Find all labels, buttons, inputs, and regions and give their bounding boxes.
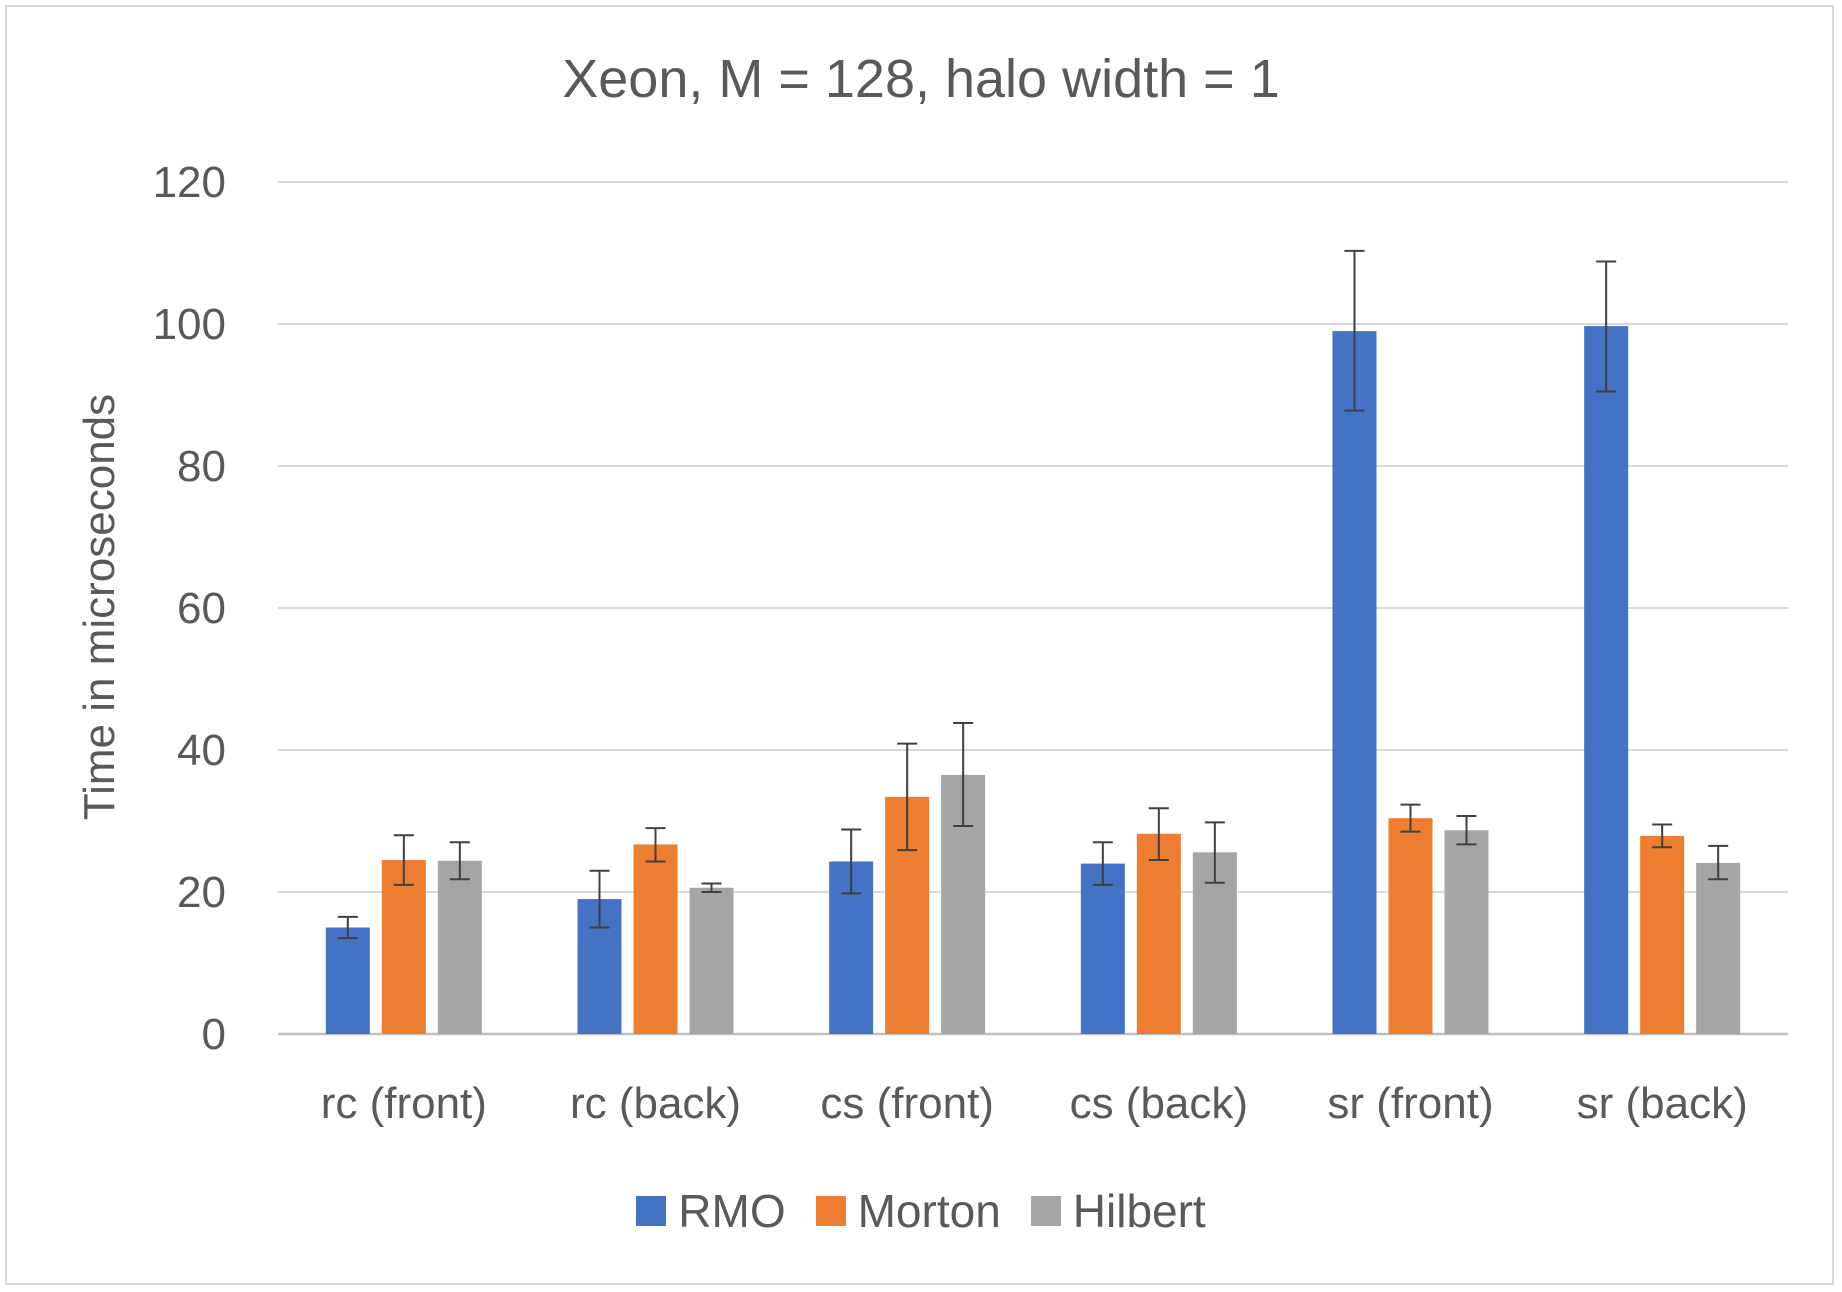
chart-title: Xeon, M = 128, halo width = 1 bbox=[562, 49, 1280, 109]
x-tick-label: rc (front) bbox=[321, 1079, 487, 1128]
bar-hilbert bbox=[1696, 862, 1741, 1034]
legend-item-morton: Morton bbox=[815, 1184, 1001, 1238]
bars bbox=[325, 326, 1741, 1035]
legend: RMO Morton Hilbert bbox=[0, 1184, 1842, 1238]
bar-rmo bbox=[1332, 331, 1377, 1035]
bar-morton bbox=[1640, 835, 1685, 1034]
bar-rmo bbox=[1080, 863, 1125, 1034]
y-tick-label: 80 bbox=[177, 442, 226, 491]
bar-hilbert bbox=[689, 887, 734, 1034]
bar-morton bbox=[1388, 818, 1433, 1034]
legend-swatch bbox=[1030, 1196, 1061, 1226]
chart-frame bbox=[5, 5, 1834, 1285]
legend-label: RMO bbox=[678, 1185, 786, 1237]
x-tick-label: sr (back) bbox=[1577, 1079, 1748, 1128]
bar-hilbert bbox=[1444, 830, 1489, 1034]
bar-rmo bbox=[1584, 326, 1629, 1034]
y-tick-label: 100 bbox=[153, 300, 226, 349]
x-tick-label: cs (front) bbox=[820, 1079, 994, 1128]
legend-swatch bbox=[636, 1196, 667, 1226]
y-tick-label: 20 bbox=[177, 868, 226, 917]
x-tick-labels: rc (front) rc (back) cs (front) cs (back) sr… bbox=[321, 1079, 1748, 1128]
legend-label: Hilbert bbox=[1072, 1185, 1206, 1237]
bar-hilbert bbox=[437, 860, 482, 1034]
gridlines bbox=[278, 181, 1788, 1036]
x-tick-label: cs (back) bbox=[1070, 1079, 1248, 1128]
x-tick-label: sr (front) bbox=[1327, 1079, 1493, 1128]
bar-morton bbox=[633, 844, 678, 1034]
legend-label: Morton bbox=[857, 1185, 1001, 1237]
y-tick-label: 60 bbox=[177, 584, 226, 633]
y-tick-label: 40 bbox=[177, 726, 226, 775]
y-tick-label: 0 bbox=[202, 1010, 226, 1059]
bar-rmo bbox=[325, 927, 370, 1034]
legend-item-rmo: RMO bbox=[636, 1184, 786, 1238]
error-bars bbox=[337, 249, 1729, 940]
legend-item-hilbert: Hilbert bbox=[1030, 1184, 1206, 1238]
bar-morton bbox=[381, 860, 426, 1034]
bar-morton bbox=[1136, 833, 1181, 1034]
y-tick-labels: 0 20 40 60 80 100 120 bbox=[153, 158, 226, 1059]
y-tick-label: 120 bbox=[153, 158, 226, 207]
x-tick-label: rc (back) bbox=[570, 1079, 741, 1128]
legend-swatch bbox=[815, 1196, 846, 1226]
